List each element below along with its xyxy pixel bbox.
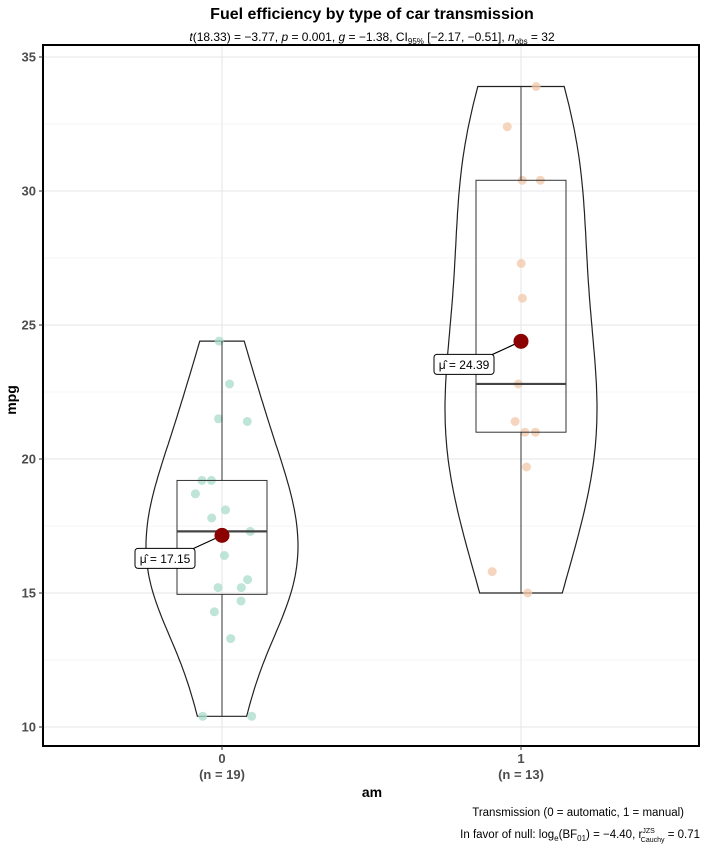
data-point [517,293,527,303]
x-axis-ticks: 0(n = 19) 1(n = 13) [199,746,544,782]
caption-r-sup: JZS [642,828,655,835]
data-point [243,575,253,585]
caption-bf-sub: 01 [577,834,586,843]
caption-line-1: Transmission (0 = automatic, 1 = manual) [472,807,684,819]
caption-r-value: = 0.71 [665,829,701,841]
subtitle-g: g [339,30,346,44]
violins [145,85,598,717]
x-tick-label: 1 [517,751,524,766]
data-point [225,379,235,389]
violin-group-0 [145,340,299,717]
subtitle-n: n [508,30,515,44]
caption-r-sub: Cauchy [641,837,665,844]
data-point [516,258,526,268]
subtitle-t: t [189,30,193,44]
data-point [198,711,208,721]
x-axis-title: am [362,784,382,800]
data-point [487,567,497,577]
subtitle-ci-sub: 95% [408,37,424,46]
y-tick-label: 15 [22,586,36,601]
chart-title: Fuel efficiency by type of car transmiss… [210,6,534,23]
mean-label: μ̂ = 17.15 [140,552,191,566]
caption-log-sub: e [554,834,559,843]
subtitle-p-value: = 0.001, [288,30,338,44]
y-axis-title: mpg [3,385,19,415]
data-point [523,588,533,598]
data-point [214,336,224,346]
x-tick-label: 0 [218,751,225,766]
data-point [236,596,246,606]
subtitle-n-value: = 32 [528,30,555,44]
y-tick-label: 35 [22,50,36,65]
mean-point [513,333,529,349]
subtitle-g-value: = −1.38, CI [345,30,408,44]
data-points [190,82,545,721]
data-point [236,583,246,593]
grid-lines [43,45,699,746]
data-point [207,513,217,523]
data-point [502,122,512,132]
mean-label: μ̂ = 24.39 [439,358,490,372]
y-tick-label: 20 [22,452,36,467]
data-point [221,505,230,515]
data-point [226,634,236,644]
data-point [209,607,219,617]
y-tick-label: 30 [22,184,36,199]
x-tick-count: (n = 19) [199,767,245,782]
data-point [213,583,223,593]
box-iqr [475,179,567,433]
data-point [247,711,257,721]
mean-markers: μ̂ = 17.15 μ̂ = 24.39 [134,333,529,569]
subtitle-p: p [280,30,288,44]
caption-line-2: In favor of null: loge(BF01) = −4.40, rJ… [460,828,700,844]
data-point [510,417,520,426]
data-point [531,82,541,91]
x-tick-count: (n = 13) [498,767,544,782]
caption-prefix: In favor of null: log [460,829,554,841]
mean-point [214,527,230,543]
subtitle-n-sub: obs [515,37,528,46]
y-tick-label: 25 [22,318,36,333]
y-axis-ticks: 10 15 20 25 30 35 [22,50,43,735]
boxplots [176,86,567,717]
data-point [219,551,229,560]
mean-label-box [433,353,495,375]
caption-bf-value: ) = −4.40, r [586,829,642,841]
data-point [190,489,200,499]
box-iqr [176,479,268,595]
subtitle-t-value: (18.33) = −3.77, [193,30,282,44]
violin-group-1 [444,85,598,594]
panel-border [42,44,700,747]
data-point [214,414,223,424]
data-point [522,462,531,472]
caption-bf: (BF [559,829,578,841]
y-tick-label: 10 [22,720,36,735]
chart-subtitle: t(18.33) = −3.77, p = 0.001, g = −1.38, … [189,30,555,46]
data-point [242,417,252,426]
mean-label-box [134,547,196,569]
subtitle-ci-value: [−2.17, −0.51], [424,30,508,44]
